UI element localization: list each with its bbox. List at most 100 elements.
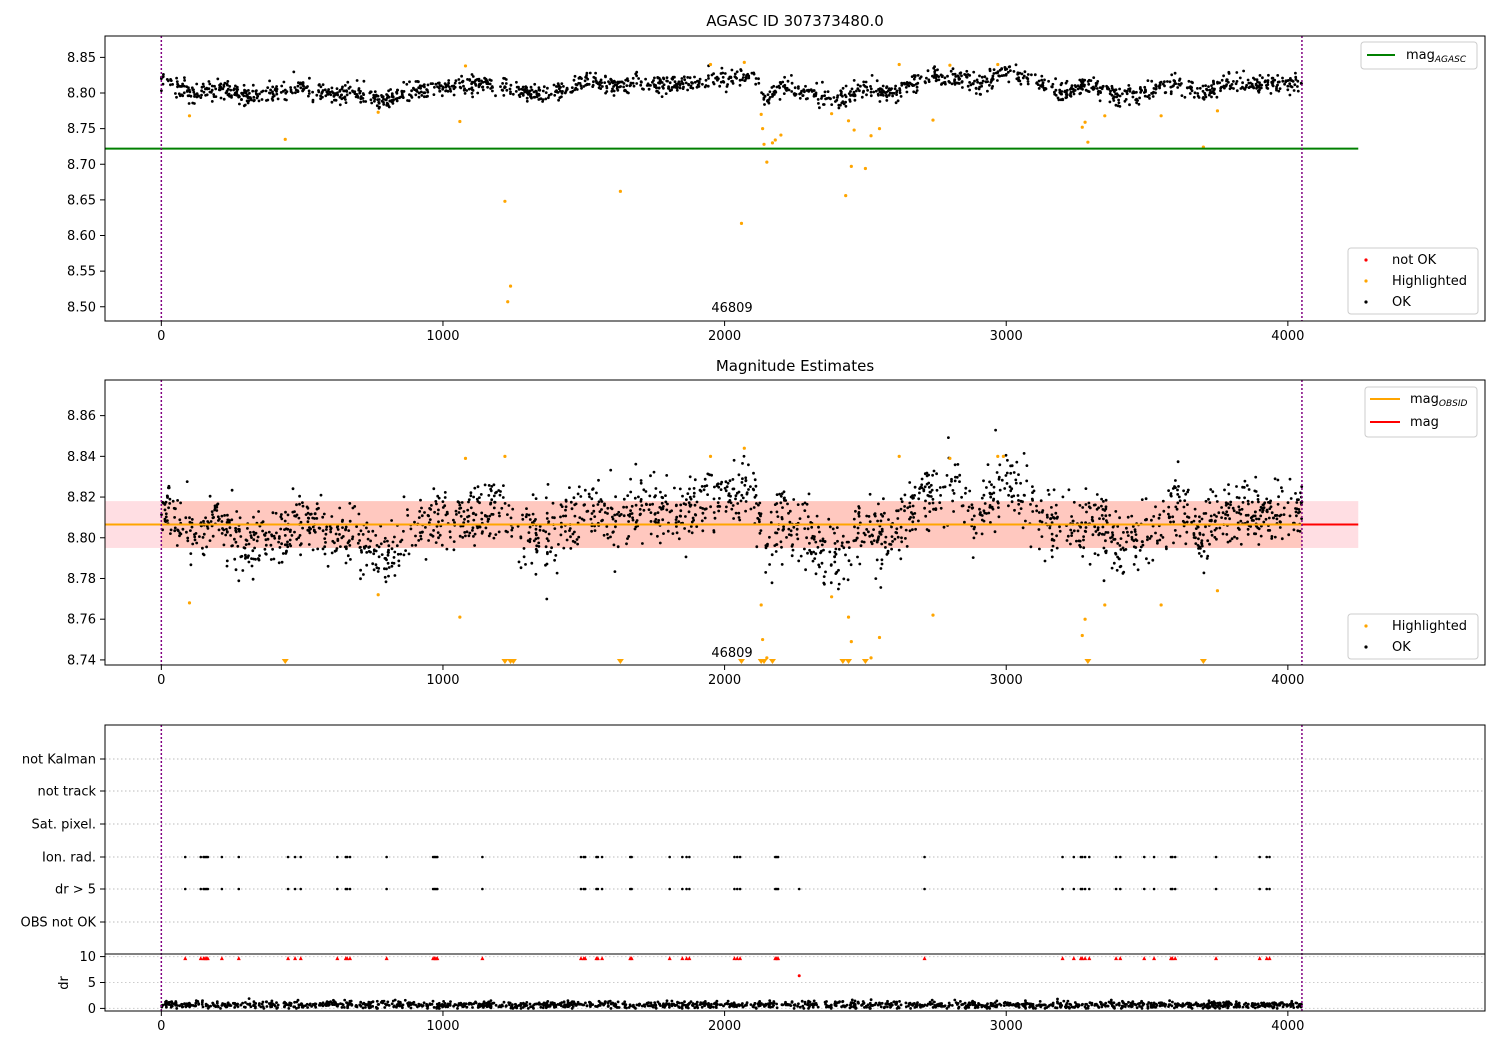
agasc-ok-point xyxy=(1059,98,1063,102)
agasc-ok-point xyxy=(620,80,624,84)
magnitude-ok-point xyxy=(790,544,794,548)
magnitude-ok-point xyxy=(1176,501,1180,505)
magnitude-ok-point xyxy=(920,483,924,487)
flag-dr-point xyxy=(481,887,484,891)
agasc-ok-point xyxy=(539,97,543,100)
magnitude-ok-point xyxy=(1178,499,1182,503)
dr-point xyxy=(868,1001,872,1005)
agasc-ok-point xyxy=(885,86,888,90)
magnitude-ok-point xyxy=(298,534,302,537)
agasc-ok-point xyxy=(260,98,264,101)
magnitude-ok-point xyxy=(1270,535,1274,538)
agasc-highlighted-point xyxy=(1086,140,1090,144)
agasc-ytick-label: 8.80 xyxy=(67,87,96,102)
magnitude-ok-point xyxy=(379,542,383,546)
magnitude-ok-point xyxy=(1244,513,1248,517)
agasc-ok-point xyxy=(1178,79,1181,82)
magnitude-ok-point xyxy=(609,468,613,472)
agasc-ok-point xyxy=(241,92,244,96)
agasc-ok-point xyxy=(207,87,211,90)
agasc-ok-point xyxy=(529,95,532,98)
magnitude-ok-point xyxy=(299,542,303,546)
magnitude-ok-point xyxy=(301,526,304,530)
agasc-highlighted-point xyxy=(779,133,783,137)
agasc-ok-point xyxy=(1068,94,1072,97)
magnitude-ok-point xyxy=(466,520,470,523)
magnitude-ok-point xyxy=(988,504,992,507)
agasc-highlighted-point xyxy=(739,221,744,225)
magnitude-ok-point xyxy=(371,529,375,533)
agasc-ok-point xyxy=(226,80,230,83)
magnitude-ok-point xyxy=(461,536,465,539)
flag-ion-rad-point xyxy=(738,855,742,859)
agasc-ok-point xyxy=(246,100,250,104)
agasc-ok-point xyxy=(594,71,597,75)
agasc-ok-point xyxy=(500,88,504,92)
agasc-ok-point xyxy=(1286,84,1290,88)
agasc-ok-point xyxy=(583,79,587,83)
magnitude-ok-point xyxy=(867,515,871,518)
dr-point xyxy=(796,1004,799,1008)
magnitude-ok-point xyxy=(387,551,390,554)
agasc-ok-point xyxy=(1189,85,1192,89)
agasc-ok-point xyxy=(869,94,873,98)
magnitude-ok-point xyxy=(810,525,814,529)
flag-dr-point xyxy=(336,887,339,891)
flag-dr-point xyxy=(733,887,736,891)
magnitude-ok-point xyxy=(546,483,550,486)
dr-point xyxy=(588,1001,592,1004)
magnitude-ok-point xyxy=(237,527,240,531)
magnitude-ok-point xyxy=(770,553,774,557)
magnitude-ok-point xyxy=(218,517,221,521)
magnitude-ok-point xyxy=(1066,534,1070,538)
magnitude-ok-point xyxy=(1108,513,1112,517)
agasc-ok-point xyxy=(402,90,406,93)
agasc-ok-point xyxy=(344,98,347,101)
agasc-ok-point xyxy=(338,95,342,99)
agasc-ok-point xyxy=(321,95,324,99)
magnitude-ok-point xyxy=(792,498,796,501)
agasc-ok-point xyxy=(615,83,618,87)
magnitude-ok-point xyxy=(211,534,215,538)
legend-not-ok: not OK xyxy=(1392,253,1437,268)
flag-ion-rad-point xyxy=(299,855,303,859)
magnitude-ok-point xyxy=(1177,485,1180,488)
dr-point xyxy=(1059,1001,1062,1005)
magnitude-ok-point xyxy=(948,483,952,487)
flag-ion-rad-point xyxy=(1258,855,1261,859)
magnitude-ok-point xyxy=(1276,502,1280,506)
agasc-ok-point xyxy=(939,73,943,77)
agasc-ok-point xyxy=(1053,90,1056,94)
magnitude-ok-point xyxy=(879,533,883,536)
magnitude-ok-point xyxy=(614,495,617,499)
agasc-highlighted-point xyxy=(762,142,766,146)
magnitude-ok-point xyxy=(169,528,173,532)
magnitude-ok-point xyxy=(870,540,873,544)
magnitude-ok-point xyxy=(1277,495,1280,499)
flag-dr-point xyxy=(1080,887,1084,891)
dr-point xyxy=(1088,1001,1092,1005)
dr-point xyxy=(790,1001,794,1004)
magnitude-ok-point xyxy=(246,556,250,559)
magnitude-ok-point xyxy=(357,532,361,536)
magnitude-ok-point xyxy=(272,557,276,561)
magnitude-ok-point xyxy=(1065,539,1069,542)
agasc-ok-point xyxy=(412,86,415,90)
magnitude-ok-point xyxy=(511,526,514,530)
magnitude-ok-point xyxy=(734,497,737,501)
dr-point xyxy=(726,999,730,1003)
magnitude-ok-point xyxy=(506,513,509,516)
agasc-ok-point xyxy=(385,93,388,96)
agasc-ok-point xyxy=(895,93,898,96)
agasc-ok-point xyxy=(1072,92,1076,96)
magnitude-ok-point xyxy=(1012,471,1016,474)
magnitude-ok-point xyxy=(545,537,549,540)
agasc-ok-point xyxy=(340,97,344,101)
dr-point xyxy=(292,1005,296,1009)
magnitude-ok-point xyxy=(1092,503,1096,507)
agasc-ok-point xyxy=(925,76,928,80)
magnitude-ok-point xyxy=(657,519,661,522)
agasc-ok-point xyxy=(665,76,669,79)
agasc-ok-point xyxy=(874,89,878,93)
agasc-ok-point xyxy=(605,86,609,90)
